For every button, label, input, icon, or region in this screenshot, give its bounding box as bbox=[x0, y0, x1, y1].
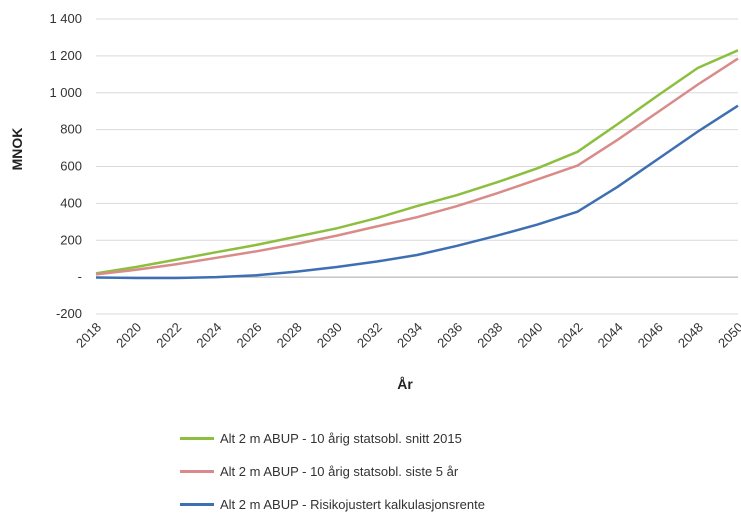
x-tick-label: 2038 bbox=[474, 320, 505, 351]
x-tick-label: 2032 bbox=[354, 320, 385, 351]
x-tick-label: 2042 bbox=[555, 320, 586, 351]
x-tick-label: 2022 bbox=[153, 320, 184, 351]
y-tick-label: 1 000 bbox=[49, 85, 82, 100]
legend-item-3: Alt 2 m ABUP - Risikojustert kalkulasjon… bbox=[180, 494, 485, 514]
y-tick-label: -200 bbox=[56, 306, 82, 321]
series-line-3 bbox=[95, 104, 739, 280]
x-tick-label: 2046 bbox=[635, 320, 666, 351]
series-lines bbox=[95, 49, 739, 280]
series-line-1 bbox=[95, 49, 739, 275]
legend-swatch bbox=[180, 469, 214, 473]
legend-label: Alt 2 m ABUP - Risikojustert kalkulasjon… bbox=[220, 496, 485, 512]
x-tick-label: 2018 bbox=[73, 320, 104, 351]
legend: Alt 2 m ABUP - 10 årig statsobl. snitt 2… bbox=[180, 428, 485, 527]
y-axis-title: MNOK bbox=[9, 128, 25, 171]
x-tick-label: 2050 bbox=[715, 320, 741, 351]
y-tick-label: 1 400 bbox=[49, 11, 82, 26]
x-tick-label: 2034 bbox=[394, 320, 425, 351]
legend-swatch bbox=[180, 436, 214, 440]
x-tick-label: 2048 bbox=[675, 320, 706, 351]
x-tick-label: 2030 bbox=[314, 320, 345, 351]
x-tick-label: 2040 bbox=[514, 320, 545, 351]
x-tick-label: 2044 bbox=[595, 320, 626, 351]
legend-swatch bbox=[180, 502, 214, 506]
x-tick-label: 2026 bbox=[234, 320, 265, 351]
y-tick-label: 400 bbox=[60, 195, 82, 210]
x-tick-label: 2028 bbox=[274, 320, 305, 351]
legend-item-2: Alt 2 m ABUP - 10 årig statsobl. siste 5… bbox=[180, 461, 485, 481]
gridlines bbox=[96, 18, 738, 315]
legend-label: Alt 2 m ABUP - 10 årig statsobl. snitt 2… bbox=[220, 430, 462, 446]
x-tick-labels: 2018 2020 2022 2024 2026 2028 2030 2032 2034 2036… bbox=[73, 320, 741, 351]
x-axis-title: År bbox=[397, 376, 413, 392]
y-tick-label: 600 bbox=[60, 159, 82, 174]
y-tick-label: 800 bbox=[60, 122, 82, 137]
x-tick-label: 2024 bbox=[193, 320, 224, 351]
x-tick-label: 2020 bbox=[113, 320, 144, 351]
y-tick-label: 200 bbox=[60, 232, 82, 247]
y-tick-label: 1 200 bbox=[49, 48, 82, 63]
y-tick-label: - bbox=[78, 269, 82, 284]
legend-label: Alt 2 m ABUP - 10 årig statsobl. siste 5… bbox=[220, 463, 459, 479]
series-line-2 bbox=[95, 57, 739, 276]
x-tick-label: 2036 bbox=[434, 320, 465, 351]
legend-item-1: Alt 2 m ABUP - 10 årig statsobl. snitt 2… bbox=[180, 428, 485, 448]
